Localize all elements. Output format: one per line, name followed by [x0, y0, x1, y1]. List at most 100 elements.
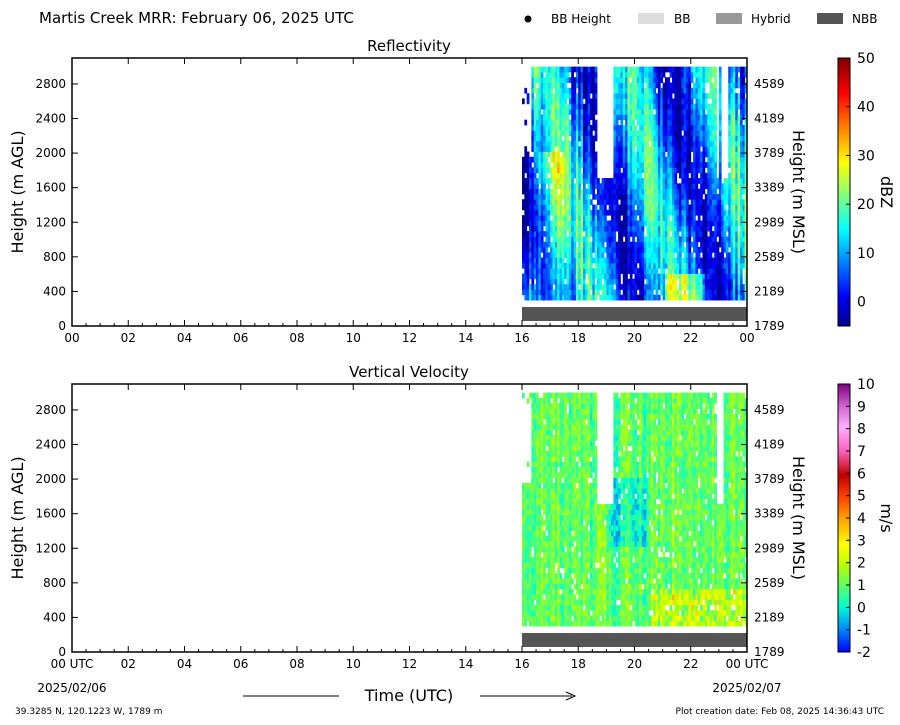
heatmap-cell — [578, 167, 581, 174]
heatmap-cell — [533, 530, 537, 537]
heatmap-cell — [531, 435, 535, 441]
heatmap-cell — [732, 114, 736, 121]
heatmap-cell — [681, 215, 685, 221]
heatmap-cell — [639, 119, 642, 126]
heatmap-cell — [568, 604, 572, 611]
heatmap-cell — [585, 119, 589, 126]
heatmap-cell — [608, 262, 612, 269]
heatmap-cell — [681, 178, 685, 184]
heatmap-cell — [643, 103, 647, 110]
heatmap-cell — [627, 225, 631, 232]
heatmap-cell — [561, 413, 565, 420]
heatmap-cell — [538, 268, 542, 274]
heatmap-cell — [606, 247, 610, 253]
heatmap-cell — [550, 562, 553, 569]
heatmap-cell — [536, 103, 539, 110]
heatmap-cell — [679, 71, 682, 78]
heatmap-cell — [545, 599, 549, 606]
heatmap-cell — [732, 172, 736, 179]
heatmap-cell — [533, 241, 537, 248]
heatmap-cell — [608, 199, 612, 205]
heatmap-cell — [735, 220, 739, 227]
heatmap-cell — [641, 278, 645, 285]
heatmap-cell — [566, 456, 570, 463]
heatmap-cell — [568, 403, 572, 409]
heatmap-cell — [732, 273, 736, 280]
heatmap-cell — [676, 209, 680, 216]
heatmap-cell — [547, 114, 551, 121]
heatmap-cell — [702, 162, 706, 168]
heatmap-cell — [559, 172, 563, 179]
heatmap-cell — [636, 146, 640, 152]
heatmap-cell — [641, 247, 645, 253]
heatmap-cell — [744, 125, 748, 131]
heatmap-cell — [601, 225, 605, 232]
heatmap-cell — [543, 284, 546, 290]
heatmap-cell — [533, 557, 537, 563]
heatmap-cell — [648, 119, 652, 126]
heatmap-cell — [559, 125, 563, 131]
heatmap-cell — [582, 82, 586, 89]
heatmap-cell — [568, 594, 572, 600]
heatmap-cell — [538, 87, 542, 94]
heatmap-cell — [533, 567, 537, 574]
heatmap-cell — [575, 188, 579, 195]
heatmap-cell — [524, 146, 528, 152]
heatmap-cell — [575, 220, 579, 227]
heatmap-cell — [561, 93, 565, 99]
heatmap-cell — [615, 114, 619, 121]
heatmap-cell — [732, 87, 736, 94]
heatmap-cell — [585, 535, 589, 542]
heatmap-cell — [564, 178, 567, 184]
heatmap-cell — [578, 403, 581, 409]
heatmap-cell — [561, 557, 565, 563]
heatmap-cell — [711, 146, 715, 152]
heatmap-cell — [550, 551, 553, 558]
heatmap-cell — [669, 162, 673, 168]
heatmap-cell — [540, 125, 544, 131]
heatmap-cell — [545, 71, 549, 78]
heatmap-cell — [561, 610, 565, 616]
heatmap-cell — [714, 199, 717, 205]
heatmap-cell — [599, 247, 603, 253]
heatmap-cell — [636, 140, 640, 147]
heatmap-cell — [599, 236, 603, 243]
heatmap-reflectivity — [522, 66, 748, 301]
heatmap-cell — [681, 262, 685, 269]
heatmap-cell — [627, 71, 631, 78]
heatmap-cell — [697, 188, 701, 195]
heatmap-cell — [552, 482, 556, 489]
heatmap-cell — [575, 167, 579, 174]
heatmap-cell — [618, 82, 621, 89]
heatmap-cell — [571, 514, 574, 521]
heatmap-cell — [587, 257, 591, 264]
heatmap-cell — [526, 284, 530, 290]
heatmap-cell — [632, 140, 635, 147]
heatmap-cell — [709, 109, 713, 115]
heatmap-cell — [571, 557, 574, 563]
heatmap-cell — [648, 204, 652, 211]
heatmap-cell — [632, 199, 635, 205]
heatmap-cell — [594, 119, 598, 126]
heatmap-cell — [564, 573, 567, 579]
heatmap-cell — [578, 247, 581, 253]
heatmap-cell — [723, 204, 727, 211]
heatmap-cell — [568, 599, 572, 606]
heatmap-cell — [618, 178, 621, 184]
heatmap-cell — [686, 215, 689, 221]
heatmap-cell — [599, 225, 603, 232]
heatmap-cell — [547, 392, 551, 399]
heatmap-cell — [702, 199, 706, 205]
heatmap-cell — [714, 284, 717, 290]
heatmap-cell — [571, 435, 574, 441]
heatmap-cell — [582, 199, 586, 205]
heatmap-cell — [585, 509, 589, 516]
heatmap-cell — [697, 82, 701, 89]
heatmap-cell — [707, 167, 710, 174]
heatmap-cell — [683, 268, 687, 274]
heatmap-cell — [686, 125, 689, 131]
heatmap-cell — [533, 477, 537, 484]
heatmap-cell — [582, 493, 586, 500]
heatmap-cell — [578, 183, 581, 190]
heatmap-cell — [559, 156, 563, 163]
